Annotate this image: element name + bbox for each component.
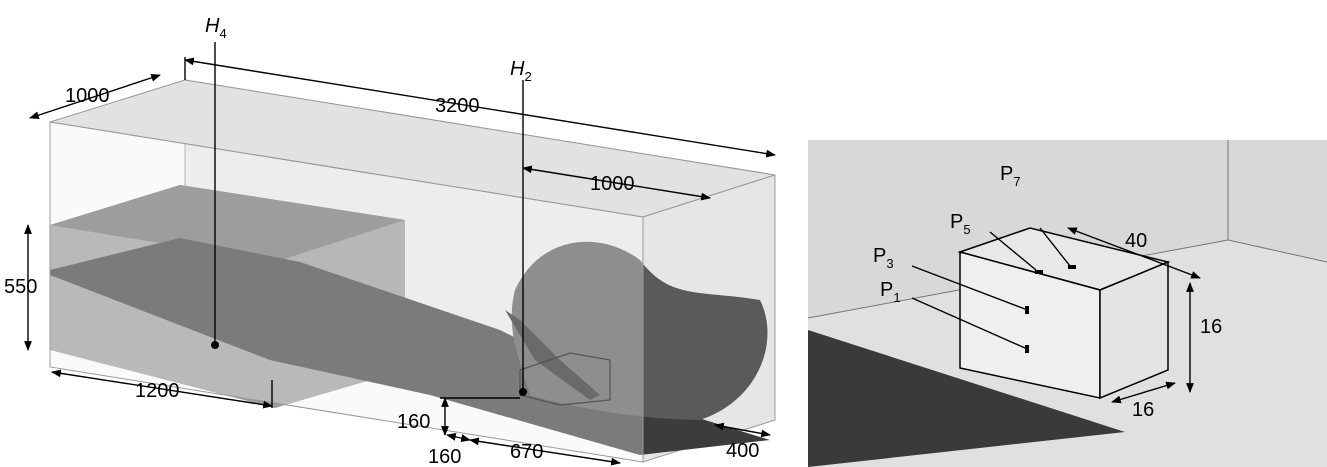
probe-label: P3 — [873, 245, 894, 271]
probe-point — [519, 388, 527, 396]
dimension-label: 40 — [1125, 230, 1147, 252]
sensor — [1025, 345, 1029, 353]
probe-label: P7 — [1000, 163, 1021, 189]
obstacle — [519, 352, 611, 406]
leader-line — [911, 297, 1026, 349]
dimension-label: 1200 — [135, 380, 180, 402]
dimension-arrow — [51, 369, 273, 409]
dimension-label: 1000 — [590, 173, 635, 195]
probe-label: P1 — [880, 279, 901, 305]
dimension-arrow — [184, 57, 776, 158]
leader-line — [989, 231, 1037, 271]
probe-label: H2 — [510, 58, 532, 84]
water-wedge — [808, 330, 1125, 467]
dimension-arrow — [1067, 227, 1201, 279]
dimension-arrow — [522, 165, 711, 201]
probe-label: P5 — [950, 211, 971, 237]
sensor — [1035, 270, 1043, 274]
probe-label: H4 — [205, 15, 227, 41]
reservoir-top — [50, 185, 405, 262]
dimension-arrow — [29, 74, 161, 119]
dimension-label: 160 — [397, 411, 430, 433]
dimension-label: 550 — [4, 276, 37, 298]
leader-line — [1039, 227, 1071, 267]
dimension-label: 670 — [510, 441, 543, 463]
dimension-label: 400 — [726, 440, 759, 462]
dimension-arrow — [446, 433, 471, 442]
leader-line — [911, 265, 1026, 310]
dimension-arrow — [1111, 381, 1176, 404]
sensor — [1025, 306, 1029, 314]
splash-front — [505, 310, 600, 400]
dimension-label: 1000 — [65, 85, 110, 107]
right-panel: P5 P7 P3 P1 40 16 16 — [807, 140, 1327, 467]
dimension-label: 16 — [1200, 316, 1222, 338]
left-panel: H4 H2 1000 3200 1000 550 1200 160 160 67… — [4, 15, 776, 467]
probe-point — [211, 341, 219, 349]
dimension-arrow — [469, 437, 621, 466]
dimension-label: 160 — [428, 446, 461, 467]
dimension-arrow — [714, 422, 771, 438]
dimension-label: 16 — [1132, 399, 1154, 421]
dimension-label: 3200 — [435, 95, 480, 117]
